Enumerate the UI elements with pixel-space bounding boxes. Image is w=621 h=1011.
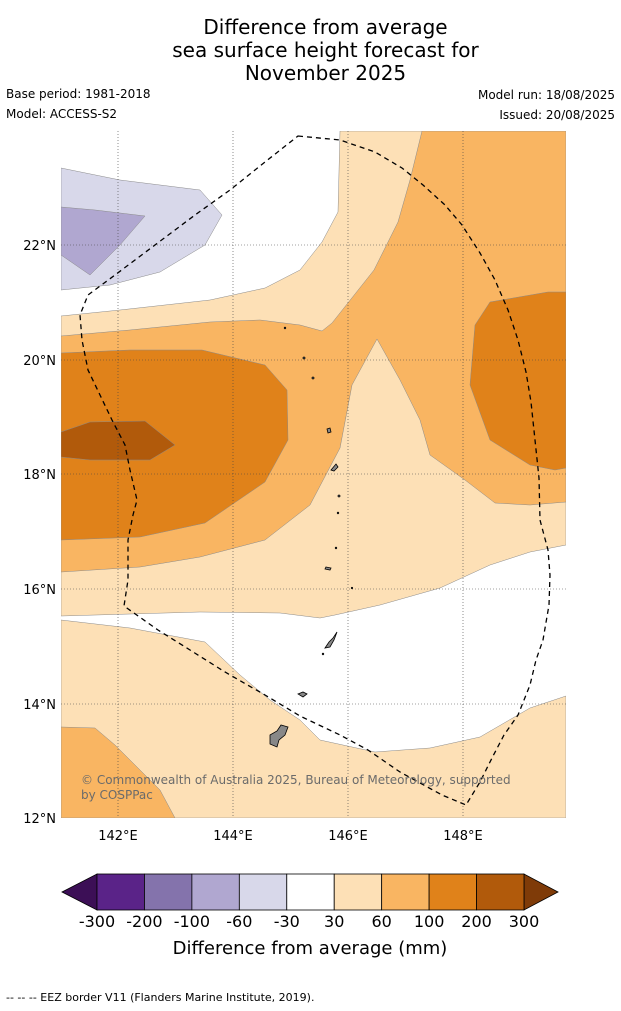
y-tick-12N: 12°N bbox=[23, 812, 56, 827]
colorbar-under-triangle bbox=[61, 873, 98, 911]
y-tick-22N: 22°N bbox=[23, 239, 56, 254]
model-label: Model: ACCESS-S2 bbox=[6, 107, 118, 121]
map-plot-area bbox=[61, 131, 566, 818]
x-axis-ticks: 142°E 144°E 146°E 148°E bbox=[98, 829, 483, 844]
title-line-1: Difference from average bbox=[203, 15, 448, 39]
colorbar-cell-8 bbox=[476, 873, 525, 911]
contour-30-60-south bbox=[61, 619, 566, 818]
colorbar-tick-2: -100 bbox=[174, 912, 210, 931]
colorbar-cell-5 bbox=[333, 873, 383, 911]
island-anatahan bbox=[324, 566, 332, 571]
colorbar-cell-1 bbox=[144, 873, 193, 911]
y-tick-18N: 18°N bbox=[23, 468, 56, 483]
colorbar-tick-9: 300 bbox=[509, 912, 540, 931]
copyright-line-1: © Commonwealth of Australia 2025, Bureau… bbox=[81, 773, 511, 787]
eez-legend-note: -- -- -- EEZ border V11 (Flanders Marine… bbox=[6, 991, 315, 1004]
y-tick-20N: 20°N bbox=[23, 354, 56, 369]
colorbar-tick-labels: -300 -200 -100 -60 -30 30 60 100 200 300 bbox=[79, 912, 539, 931]
colorbar-tick-4: -30 bbox=[274, 912, 300, 931]
colorbar-cell-4 bbox=[286, 873, 335, 911]
x-tick-146E: 146°E bbox=[328, 829, 368, 844]
chart-title: Difference from average sea surface heig… bbox=[0, 16, 621, 85]
title-line-3: November 2025 bbox=[244, 61, 407, 85]
contour-60-100-sw bbox=[61, 726, 176, 818]
base-period-label: Base period: 1981-2018 bbox=[6, 87, 151, 101]
title-line-2: sea surface height forecast for bbox=[172, 38, 479, 62]
colorbar-tick-5: 30 bbox=[324, 912, 344, 931]
colorbar-tick-7: 100 bbox=[414, 912, 445, 931]
y-tick-16N: 16°N bbox=[23, 583, 56, 598]
x-tick-148E: 148°E bbox=[443, 829, 483, 844]
island-agrihan bbox=[311, 376, 315, 380]
model-run-label: Model run: 18/08/2025 bbox=[477, 88, 615, 102]
colorbar-tick-8: 200 bbox=[461, 912, 492, 931]
island-guguan bbox=[336, 511, 340, 515]
colorbar-cell-6 bbox=[381, 873, 430, 911]
island-rota bbox=[297, 691, 308, 698]
colorbar-cell-7 bbox=[428, 873, 477, 911]
island-pagan bbox=[326, 427, 332, 434]
island-saipan bbox=[324, 631, 338, 649]
colorbar-title: Difference from average (mm) bbox=[173, 938, 448, 959]
islands bbox=[269, 326, 354, 748]
contour-minus100-minus60 bbox=[61, 206, 146, 276]
colorbar-cell-2 bbox=[191, 873, 240, 911]
island-medinilla bbox=[350, 586, 354, 590]
y-axis-ticks: 22°N 20°N 18°N 16°N 14°N 12°N bbox=[23, 239, 56, 827]
island-sarigan bbox=[330, 463, 339, 472]
issued-label: Issued: 20/08/2025 bbox=[499, 108, 615, 122]
island-alamagan bbox=[337, 494, 341, 498]
colorbar: -300 -200 -100 -60 -30 30 60 100 200 300 Differen… bbox=[61, 873, 559, 959]
island-tinian bbox=[321, 652, 325, 656]
colorbar-cell-0 bbox=[96, 873, 145, 911]
x-tick-142E: 142°E bbox=[98, 829, 138, 844]
colorbar-cell-3 bbox=[238, 873, 288, 911]
colorbar-tick-3: -60 bbox=[226, 912, 252, 931]
colorbar-tick-6: 60 bbox=[371, 912, 391, 931]
colorbar-tick-0: -300 bbox=[79, 912, 115, 931]
forecast-map: © Commonwealth of Australia 2025, Bureau… bbox=[23, 131, 566, 959]
copyright-line-2: by COSPPac bbox=[81, 788, 153, 802]
island-maug bbox=[283, 326, 287, 330]
colorbar-cells bbox=[96, 873, 525, 911]
y-tick-14N: 14°N bbox=[23, 698, 56, 713]
x-tick-144E: 144°E bbox=[213, 829, 253, 844]
gridlines bbox=[61, 131, 566, 818]
island-guam bbox=[269, 724, 289, 748]
eez-border bbox=[79, 135, 551, 806]
colorbar-tick-1: -200 bbox=[126, 912, 162, 931]
colorbar-over-triangle bbox=[523, 873, 559, 911]
contour-100-200-east bbox=[469, 291, 566, 471]
island-farallon bbox=[334, 546, 338, 550]
island-asuncion bbox=[302, 356, 306, 360]
